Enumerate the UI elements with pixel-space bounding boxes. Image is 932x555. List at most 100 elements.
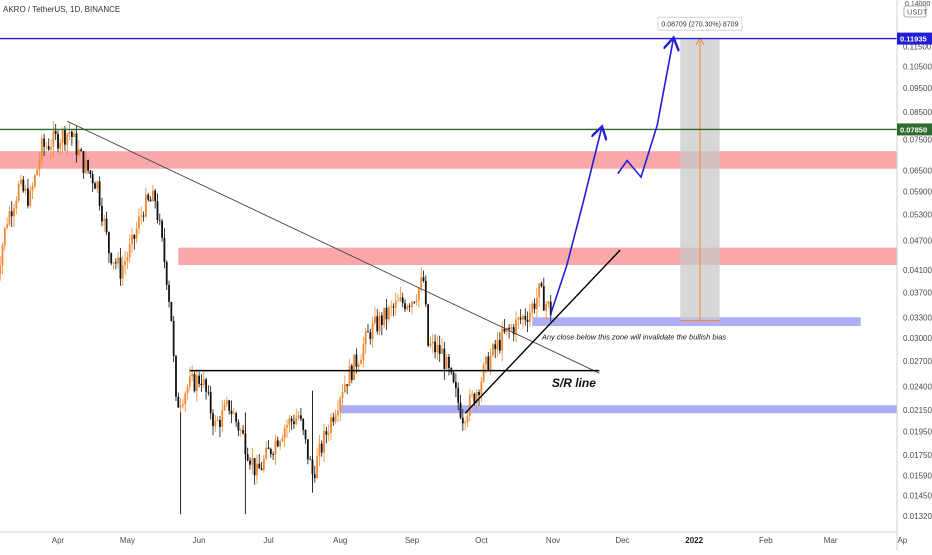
candle[interactable] <box>61 127 64 154</box>
candle[interactable] <box>276 436 279 448</box>
candle[interactable] <box>124 250 126 276</box>
candle[interactable] <box>367 323 369 333</box>
candle[interactable] <box>346 384 349 395</box>
candle[interactable] <box>300 407 302 422</box>
candle[interactable] <box>508 324 510 339</box>
candle[interactable] <box>149 196 152 202</box>
candle[interactable] <box>232 407 235 415</box>
projection-arrow-target[interactable] <box>617 39 674 179</box>
candle[interactable] <box>441 338 443 354</box>
candle[interactable] <box>295 408 298 426</box>
candle[interactable] <box>15 196 18 215</box>
candle[interactable] <box>195 369 198 402</box>
candle[interactable] <box>448 353 450 376</box>
candle[interactable] <box>429 336 432 348</box>
candle[interactable] <box>66 132 69 156</box>
candle[interactable] <box>360 354 362 365</box>
candle[interactable] <box>387 305 390 323</box>
candle[interactable] <box>182 398 184 409</box>
candle[interactable] <box>200 374 203 392</box>
candle[interactable] <box>265 441 268 461</box>
candle[interactable] <box>1 242 4 275</box>
candle[interactable] <box>478 389 480 406</box>
candle[interactable] <box>107 231 110 263</box>
candle[interactable] <box>33 173 36 189</box>
candle[interactable] <box>114 258 117 270</box>
candle[interactable] <box>482 362 485 383</box>
candle[interactable] <box>52 121 55 157</box>
candle[interactable] <box>45 141 48 150</box>
candle[interactable] <box>399 286 402 302</box>
candle[interactable] <box>353 354 356 381</box>
candle[interactable] <box>68 122 71 140</box>
candle[interactable] <box>75 125 78 163</box>
candle[interactable] <box>154 188 157 209</box>
candle[interactable] <box>364 328 367 355</box>
candle[interactable] <box>89 169 92 179</box>
candle[interactable] <box>524 308 527 326</box>
candle[interactable] <box>413 301 416 304</box>
candle[interactable] <box>253 458 256 485</box>
candle[interactable] <box>542 277 545 311</box>
candle[interactable] <box>290 415 293 430</box>
candle[interactable] <box>417 286 420 308</box>
candle[interactable] <box>325 426 328 444</box>
candle[interactable] <box>235 411 238 428</box>
candle[interactable] <box>133 234 136 250</box>
candle[interactable] <box>468 388 471 422</box>
candle[interactable] <box>526 311 529 333</box>
candle[interactable] <box>369 328 372 345</box>
candle[interactable] <box>302 417 305 435</box>
candle[interactable] <box>40 135 43 165</box>
candle[interactable] <box>246 447 249 462</box>
candle[interactable] <box>304 429 307 444</box>
trendline-descending[interactable] <box>67 120 600 374</box>
candle[interactable] <box>519 309 522 325</box>
candle[interactable] <box>165 260 168 291</box>
currency-badge[interactable]: USDT <box>903 5 928 18</box>
candle[interactable] <box>487 352 490 372</box>
candle[interactable] <box>10 201 13 228</box>
candle[interactable] <box>330 413 332 441</box>
candle[interactable] <box>288 414 291 434</box>
candle[interactable] <box>57 130 59 153</box>
candle[interactable] <box>13 203 15 227</box>
candle[interactable] <box>306 439 309 465</box>
candle[interactable] <box>205 377 207 400</box>
candle[interactable] <box>82 150 85 179</box>
candle[interactable] <box>225 396 228 408</box>
candle[interactable] <box>221 400 224 432</box>
candle[interactable] <box>256 454 258 484</box>
candle[interactable] <box>110 252 113 266</box>
candle[interactable] <box>267 440 270 450</box>
candle[interactable] <box>415 294 418 306</box>
candle[interactable] <box>31 182 34 200</box>
candle[interactable] <box>464 420 467 431</box>
candle[interactable] <box>454 373 457 398</box>
candle[interactable] <box>339 395 342 422</box>
candle[interactable] <box>239 427 242 437</box>
candle[interactable] <box>59 138 62 157</box>
candle[interactable] <box>17 180 20 203</box>
candle[interactable] <box>517 316 520 329</box>
candle[interactable] <box>283 424 286 448</box>
candle[interactable] <box>212 409 214 436</box>
candle[interactable] <box>140 206 143 225</box>
candle[interactable] <box>20 174 22 187</box>
candle[interactable] <box>394 292 397 316</box>
candle[interactable] <box>452 370 455 384</box>
candle[interactable] <box>172 316 175 363</box>
candle[interactable] <box>503 318 506 334</box>
candle[interactable] <box>175 354 177 402</box>
candle[interactable] <box>94 181 96 189</box>
candle[interactable] <box>457 382 460 411</box>
candle[interactable] <box>343 375 346 394</box>
candle[interactable] <box>385 298 388 331</box>
candle[interactable] <box>47 138 50 151</box>
candle[interactable] <box>145 187 147 219</box>
candle[interactable] <box>198 371 201 388</box>
candle[interactable] <box>138 208 140 235</box>
candle[interactable] <box>73 130 76 138</box>
